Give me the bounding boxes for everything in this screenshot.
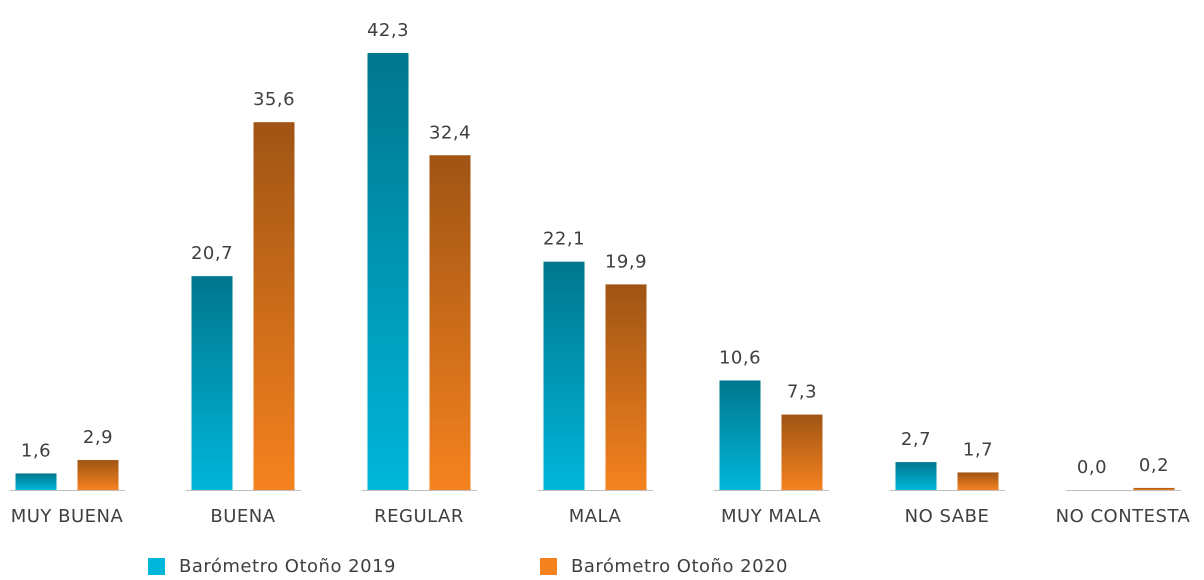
value-label: 20,7 [191, 243, 233, 264]
value-label: 7,3 [787, 382, 817, 403]
x-tick-label: BUENA [210, 506, 275, 527]
value-label: 1,7 [963, 439, 993, 460]
x-tick-label: MUY MALA [721, 506, 821, 527]
value-label: 35,6 [253, 89, 295, 110]
bar [895, 462, 937, 490]
value-label: 42,3 [367, 20, 409, 41]
bar [1133, 487, 1175, 490]
x-tick-label: MALA [569, 506, 622, 527]
value-label: 0,0 [1077, 457, 1107, 478]
x-tick-label: NO CONTESTA [1056, 506, 1191, 527]
bar [605, 284, 647, 490]
bar [719, 380, 761, 490]
value-label: 22,1 [543, 229, 585, 250]
value-label: 2,7 [901, 429, 931, 450]
value-label: 1,6 [21, 440, 51, 461]
x-tick-label: REGULAR [374, 506, 464, 527]
x-tick-label: NO SABE [905, 506, 990, 527]
value-label: 0,2 [1139, 455, 1169, 476]
bar [253, 122, 295, 490]
value-label: 10,6 [719, 347, 761, 368]
bar [15, 473, 57, 490]
legend-label: Barómetro Otoño 2020 [571, 556, 788, 577]
bar [367, 53, 409, 490]
bar [781, 414, 823, 490]
value-label: 2,9 [83, 427, 113, 448]
legend-swatch [540, 558, 557, 575]
bar [429, 155, 471, 490]
value-label: 32,4 [429, 122, 471, 143]
bar [77, 460, 119, 490]
bar [957, 472, 999, 490]
legend-label: Barómetro Otoño 2019 [179, 556, 396, 577]
legend-swatch [148, 558, 165, 575]
x-tick-label: MUY BUENA [11, 506, 124, 527]
value-label: 19,9 [605, 251, 647, 272]
bar [543, 261, 585, 490]
bar [191, 276, 233, 490]
